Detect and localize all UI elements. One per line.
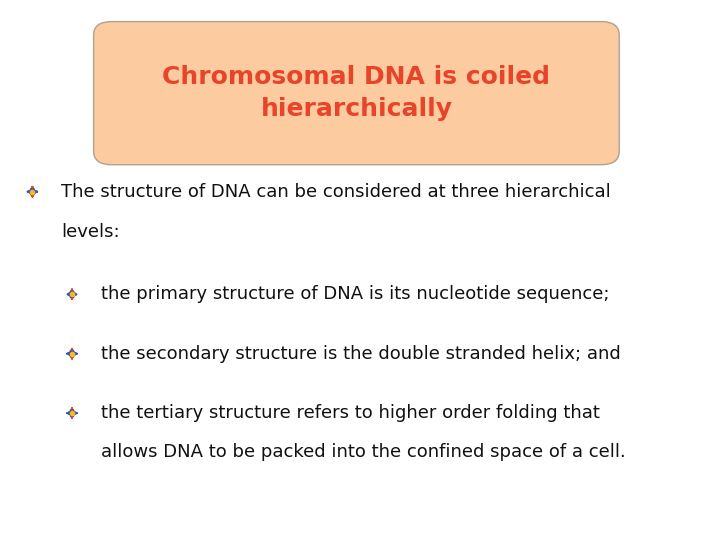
FancyBboxPatch shape <box>94 22 619 165</box>
Text: allows DNA to be packed into the confined space of a cell.: allows DNA to be packed into the confine… <box>101 443 626 461</box>
Text: the tertiary structure refers to higher order folding that: the tertiary structure refers to higher … <box>101 404 600 422</box>
Text: the primary structure of DNA is its nucleotide sequence;: the primary structure of DNA is its nucl… <box>101 285 609 303</box>
Text: The structure of DNA can be considered at three hierarchical: The structure of DNA can be considered a… <box>61 183 611 201</box>
Text: Chromosomal DNA is coiled
hierarchically: Chromosomal DNA is coiled hierarchically <box>163 65 550 121</box>
Text: levels:: levels: <box>61 223 120 241</box>
Text: the secondary structure is the double stranded helix; and: the secondary structure is the double st… <box>101 345 621 363</box>
